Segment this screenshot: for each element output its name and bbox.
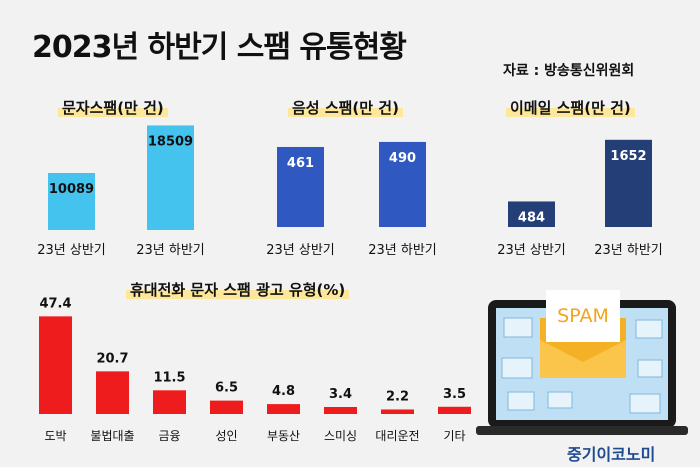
bar-3 [153,390,186,414]
bar-7 [381,409,414,414]
category-label-2: 23년 하반기 [594,243,663,258]
value-label-5: 4.8 [272,384,295,399]
sms-spam-chart-title: 문자스팸(만 건) [58,97,168,118]
category-label-3: 금융 [158,429,180,443]
value-label-2: 18509 [148,134,193,149]
bar-2 [379,141,426,227]
chart-1: 10089 23년 상반기 18509 23년 하반기 [37,125,205,258]
value-label-2: 20.7 [96,351,128,366]
bar-4 [210,400,243,414]
voice-spam-chart-title: 음성 스팸(만 건) [288,97,403,118]
bar-2 [147,125,194,230]
brand-logo: 중기이코노미 [567,445,656,464]
category-label-2: 불법대출 [90,429,134,443]
envelope-icons [501,317,663,414]
ad-type-chart-title: 휴대전화 문자 스팸 광고 유형(%) [126,279,350,300]
category-label-8: 기타 [443,429,465,443]
laptop-base [476,426,688,435]
bar-1 [277,146,324,227]
category-label-5: 부동산 [267,429,300,443]
bar-8 [438,406,471,414]
chart-4: 47.4 도박 20.7 불법대출 11.5 금융 6.5 성인 4.8 부동산 3.4 스미싱 2.2… [39,296,471,443]
category-label-1: 23년 상반기 [37,243,106,258]
bar-1 [39,316,72,414]
spam-letter [546,290,620,342]
category-label-2: 23년 하반기 [136,243,205,258]
category-label-1: 도박 [44,429,66,443]
value-label-2: 490 [389,151,416,166]
spam-laptop-illustration: SPAM [476,290,688,435]
envelope-front [540,340,626,378]
chart-3: 484 23년 상반기 1652 23년 하반기 [497,139,663,258]
chart-2: 461 23년 상반기 490 23년 하반기 [266,141,437,258]
category-label-1: 23년 상반기 [266,243,335,258]
value-label-1: 484 [518,210,545,225]
value-label-2: 1652 [610,149,646,164]
value-label-3: 11.5 [153,370,185,385]
bar-2 [96,371,129,414]
value-label-1: 47.4 [39,296,71,311]
value-label-1: 461 [287,156,314,171]
value-label-6: 3.4 [329,387,352,402]
value-label-7: 2.2 [386,389,409,404]
source-note: 자료 : 방송통신위원회 [503,63,635,79]
category-label-1: 23년 상반기 [497,243,566,258]
email-spam-chart-title: 이메일 스팸(만 건) [506,97,635,118]
spam-letter-label: SPAM [557,305,609,327]
page-title: 2023년 하반기 스팸 유통현황 [32,30,407,65]
category-label-2: 23년 하반기 [368,243,437,258]
category-label-4: 성인 [215,429,237,443]
bar-1 [508,201,555,227]
value-label-8: 3.5 [443,387,466,402]
bar-6 [324,406,357,414]
bar-5 [267,404,300,414]
category-label-7: 대리운전 [375,429,419,443]
bar-2 [605,139,652,227]
category-label-6: 스미싱 [324,429,357,443]
value-label-4: 6.5 [215,381,238,396]
value-label-1: 10089 [49,182,94,197]
bar-1 [48,172,95,230]
